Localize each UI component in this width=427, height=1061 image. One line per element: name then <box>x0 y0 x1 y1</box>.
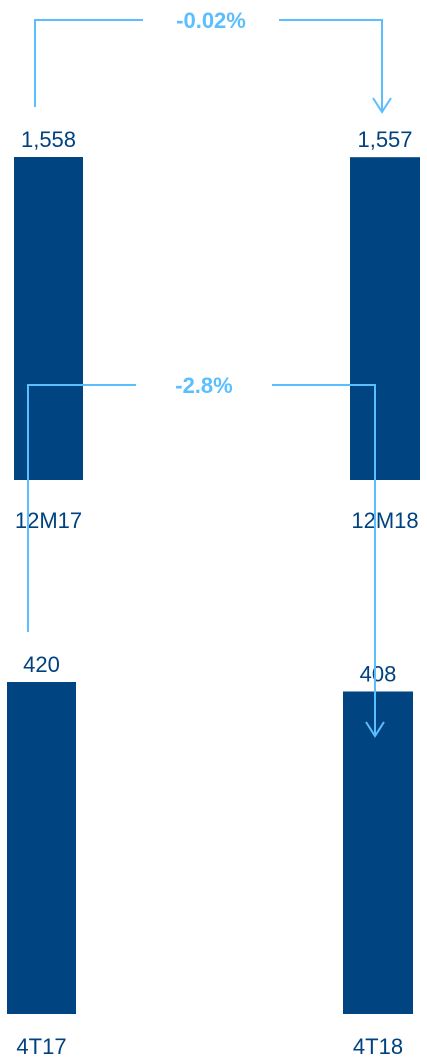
bracket-right-line <box>272 384 376 736</box>
value-label-12m17: 1,558 <box>21 127 76 152</box>
arrow-head-icon <box>365 721 385 738</box>
bar-12m18 <box>350 157 420 480</box>
change-label: -0.02% <box>176 8 246 33</box>
bar-4t18 <box>343 691 413 1014</box>
bracket-left-line <box>27 384 136 632</box>
bracket-left-line <box>34 19 143 107</box>
change-label: -2.8% <box>175 373 232 398</box>
arrow-head-icon <box>372 97 392 114</box>
category-label-4t18: 4T18 <box>353 1034 403 1059</box>
category-label-12m18: 12M18 <box>351 508 418 533</box>
bracket-right-line <box>279 19 383 112</box>
value-label-12m18: 1,557 <box>357 127 412 152</box>
category-label-4t17: 4T17 <box>16 1034 66 1059</box>
category-label-12m17: 12M17 <box>15 508 82 533</box>
bar-12m17 <box>14 157 83 480</box>
bar-4t17 <box>7 682 76 1014</box>
value-label-4t17: 420 <box>23 652 60 677</box>
value-label-4t18: 408 <box>360 661 397 686</box>
